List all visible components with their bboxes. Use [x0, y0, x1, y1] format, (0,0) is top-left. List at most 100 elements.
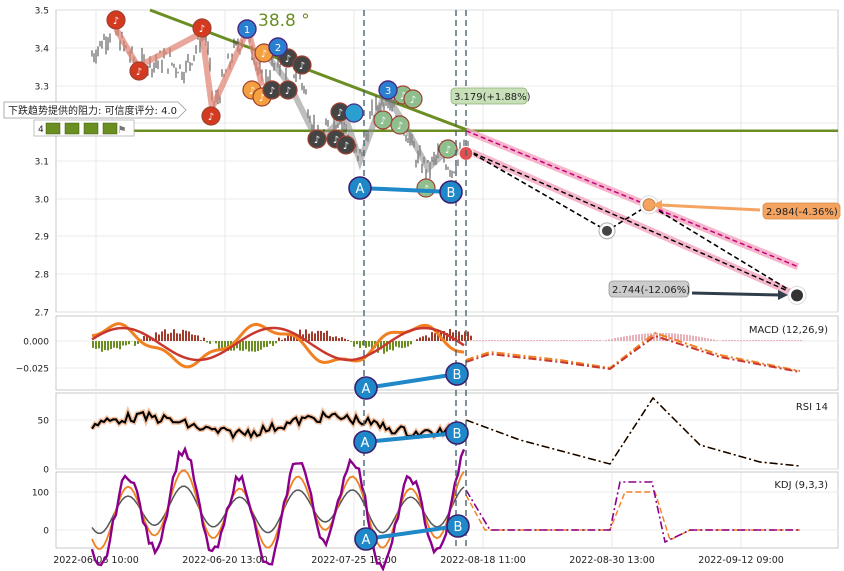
macd-histogram-bar [197, 335, 199, 341]
note-marker [201, 106, 221, 126]
macd-histogram-bar [758, 340, 760, 341]
macd-histogram-bar [629, 335, 631, 341]
macd-histogram-bar [191, 334, 193, 341]
macd-histogram-bar [509, 340, 511, 341]
macd-histogram-bar [335, 336, 337, 341]
score-icon [83, 122, 99, 135]
macd-histogram-bar [749, 340, 751, 341]
ab-marker [445, 362, 469, 386]
macd-histogram-bar [608, 339, 610, 341]
macd-histogram-bar [557, 340, 559, 341]
macd-histogram-bar [776, 340, 778, 341]
macd-histogram-bar [773, 340, 775, 341]
macd-histogram-bar [266, 341, 268, 347]
ab-marker [348, 176, 372, 200]
macd-histogram-bar [635, 334, 637, 341]
macd-histogram-bar [167, 333, 169, 341]
note-glyph: ♪ [269, 86, 275, 97]
macd-histogram-bar [368, 341, 370, 347]
macd-title: MACD (12,26,9) [749, 325, 828, 336]
macd-histogram-bar [458, 331, 460, 341]
macd-histogram-bar [392, 341, 394, 351]
note-glyph: ♪ [343, 141, 349, 152]
macd-histogram-bar [311, 331, 313, 341]
macd-histogram-bar [194, 335, 196, 341]
y-tick-label: −0.025 [16, 365, 49, 375]
macd-histogram-bar [536, 340, 538, 341]
note-marker [106, 10, 126, 30]
macd-histogram-bar [425, 335, 427, 341]
forecast-point [602, 225, 612, 236]
ab-link [365, 524, 459, 541]
macd-histogram-bar [182, 329, 184, 341]
macd-histogram-bar [92, 341, 94, 348]
annotation-mid-arrowhead [652, 200, 662, 210]
macd-histogram-bar [746, 340, 748, 341]
y-tick-label: 0.000 [23, 338, 49, 348]
macd-histogram-bar [431, 332, 433, 341]
numbered-marker [378, 80, 398, 100]
macd-histogram-bar [674, 333, 676, 341]
note-glyph: ♪ [261, 49, 267, 60]
ab-marker [446, 514, 470, 538]
y-tick-label: 2.7 [35, 309, 49, 319]
macd-histogram-bar [521, 340, 523, 341]
macd-histogram-bar [731, 340, 733, 341]
macd-histogram-bar [791, 340, 793, 341]
macd-histogram-bar [365, 341, 367, 348]
macd-histogram-bar [287, 335, 289, 341]
macd-histogram-bar [113, 341, 115, 348]
macd-signal-forecast [465, 334, 801, 373]
macd-histogram-bar [119, 341, 121, 350]
macd-histogram-bar [671, 333, 673, 341]
macd-histogram-bar [260, 341, 262, 350]
y-tick-label: 3.5 [35, 7, 49, 17]
macd-histogram-bar [551, 340, 553, 341]
macd-histogram-bar [284, 338, 286, 341]
macd-histogram-bar [107, 341, 109, 351]
macd-histogram-bar [506, 340, 508, 341]
macd-histogram-bar [530, 340, 532, 341]
macd-histogram-bar [590, 340, 592, 341]
ab-marker-label: A [361, 436, 370, 451]
macd-histogram-bar [677, 333, 679, 341]
note-glyph: ♪ [410, 95, 416, 106]
macd-histogram-bar [143, 335, 145, 341]
resistance-note: 下跌趋势提供的阻力: 可信度评分: 4.0 4 ⚑ [3, 101, 187, 137]
macd-histogram-bar [344, 338, 346, 341]
note-marker [344, 103, 364, 123]
ab-link [365, 372, 458, 390]
note-marker [438, 139, 458, 159]
macd-histogram-bar [146, 334, 148, 341]
macd-histogram-bar [434, 333, 436, 341]
forecast-projection [458, 127, 807, 305]
ab-marker-label: A [356, 182, 365, 197]
macd-histogram-bar [362, 341, 364, 346]
macd-histogram-bar [257, 341, 259, 352]
macd-histogram-bar [185, 330, 187, 341]
numbered-marker-label: 1 [244, 25, 250, 36]
macd-histogram-bar [563, 340, 565, 341]
macd-histogram-bar [692, 335, 694, 341]
forecast-upper-line [465, 130, 799, 268]
macd-histogram-bar [668, 333, 670, 341]
macd-histogram-bar [452, 332, 454, 341]
macd-histogram-bar [713, 339, 715, 341]
macd-histogram-bar [599, 340, 601, 341]
macd-histogram-bar [710, 338, 712, 341]
annotation-mid: 2.984(-4.36%) [762, 202, 841, 220]
x-tick-label: 2022-09-12 09:00 [698, 555, 784, 566]
resistance-score: 4 [38, 125, 44, 135]
macd-histogram-bar [128, 341, 130, 345]
macd-histogram-bar [614, 338, 616, 341]
macd-histogram-bar [104, 341, 106, 351]
macd-histogram-bar [461, 334, 463, 341]
macd-histogram-bar [794, 340, 796, 341]
macd-histogram-bar [539, 340, 541, 341]
indicator-series [89, 322, 802, 571]
macd-histogram-bar [659, 333, 661, 341]
macd-line [91, 322, 465, 369]
y-tick-label: 3.4 [35, 45, 50, 55]
macd-histogram-bar [272, 341, 274, 346]
